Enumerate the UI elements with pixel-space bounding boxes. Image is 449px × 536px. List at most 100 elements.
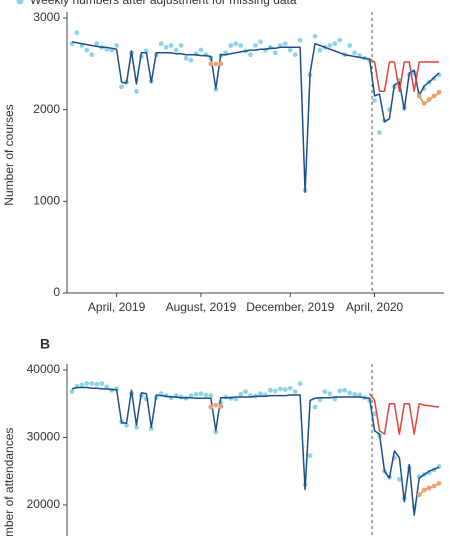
x-tick-label: December, 2019 xyxy=(246,300,334,314)
data-point xyxy=(352,391,358,397)
data-point xyxy=(74,30,80,36)
x-tick-label: April, 2019 xyxy=(88,300,146,314)
data-point xyxy=(312,404,318,410)
data-point xyxy=(377,130,382,135)
data-point xyxy=(292,389,298,394)
data-point xyxy=(89,381,95,386)
data-point xyxy=(357,392,363,398)
y-tick-label: 30000 xyxy=(27,430,61,444)
y-tick-label: 3000 xyxy=(33,10,60,24)
data-point xyxy=(431,93,437,99)
data-point xyxy=(104,384,110,390)
data-point xyxy=(416,492,422,498)
data-point xyxy=(198,391,204,397)
data-point xyxy=(84,47,90,53)
data-point xyxy=(243,389,248,394)
data-point xyxy=(426,97,432,102)
data-point xyxy=(213,87,219,92)
data-point xyxy=(421,100,427,106)
data-point xyxy=(193,391,199,397)
data-point xyxy=(119,84,124,90)
y-axis-label: Number of courses xyxy=(2,104,16,205)
data-point xyxy=(327,391,333,397)
data-point xyxy=(134,424,139,430)
data-point xyxy=(292,52,298,58)
data-point xyxy=(69,389,75,394)
data-point xyxy=(337,37,343,43)
data-point xyxy=(267,387,273,393)
data-point xyxy=(238,43,244,48)
data-point xyxy=(337,388,343,394)
y-tick-label: 20000 xyxy=(27,497,61,511)
data-point xyxy=(208,393,214,399)
data-point xyxy=(203,392,209,398)
data-point xyxy=(158,41,164,47)
data-point xyxy=(258,39,263,45)
data-point xyxy=(218,404,224,409)
data-point xyxy=(332,41,338,47)
x-tick-label: April, 2020 xyxy=(346,300,404,314)
data-point xyxy=(287,47,293,53)
data-point xyxy=(218,61,224,67)
y-tick-label: 40000 xyxy=(27,362,61,376)
data-point xyxy=(168,43,174,48)
x-tick-label: August, 2019 xyxy=(166,300,237,314)
data-point xyxy=(228,43,234,48)
data-point xyxy=(114,43,120,48)
data-point xyxy=(89,52,95,58)
data-point xyxy=(148,426,154,432)
data-point xyxy=(421,487,427,493)
data-point xyxy=(297,381,303,386)
data-point xyxy=(372,98,377,103)
data-point xyxy=(134,88,139,94)
data-point xyxy=(188,393,194,399)
data-point xyxy=(352,50,358,56)
data-point xyxy=(312,33,318,39)
data-point xyxy=(79,382,85,388)
data-point xyxy=(213,402,219,408)
data-point xyxy=(347,43,353,48)
data-point xyxy=(188,57,194,63)
data-point xyxy=(431,483,437,489)
series-line xyxy=(71,386,440,516)
data-point xyxy=(99,381,105,386)
data-point xyxy=(436,89,442,95)
y-axis-label: Number of attendances xyxy=(2,428,16,536)
data-point xyxy=(84,381,90,386)
data-point xyxy=(233,41,239,47)
y-tick-label: 2000 xyxy=(33,102,60,116)
data-point xyxy=(198,47,204,53)
y-tick-label: 0 xyxy=(53,285,60,299)
data-point xyxy=(208,404,214,410)
data-point xyxy=(272,50,278,56)
series-line xyxy=(368,393,440,435)
data-point xyxy=(317,47,323,53)
series-line xyxy=(71,41,440,193)
data-point xyxy=(277,386,283,392)
data-point xyxy=(416,93,422,99)
legend-swatch xyxy=(16,0,24,5)
data-point xyxy=(297,37,303,43)
data-point xyxy=(94,41,100,47)
data-point xyxy=(213,429,219,435)
data-point xyxy=(327,43,333,48)
data-point xyxy=(396,476,402,482)
data-point xyxy=(372,411,377,417)
data-point xyxy=(173,47,179,53)
data-point xyxy=(253,43,258,48)
data-point xyxy=(347,390,353,396)
data-point xyxy=(258,391,263,397)
data-point xyxy=(287,385,293,391)
panel-label: B xyxy=(40,336,50,352)
data-point xyxy=(282,387,288,392)
data-point xyxy=(163,44,169,50)
legend-label: Weekly numbers after adjustment for miss… xyxy=(30,0,297,7)
data-point xyxy=(322,389,328,394)
data-point xyxy=(342,387,348,393)
data-point xyxy=(238,391,244,397)
y-tick-label: 1000 xyxy=(33,194,60,208)
data-point xyxy=(213,61,219,67)
data-point xyxy=(272,388,278,394)
